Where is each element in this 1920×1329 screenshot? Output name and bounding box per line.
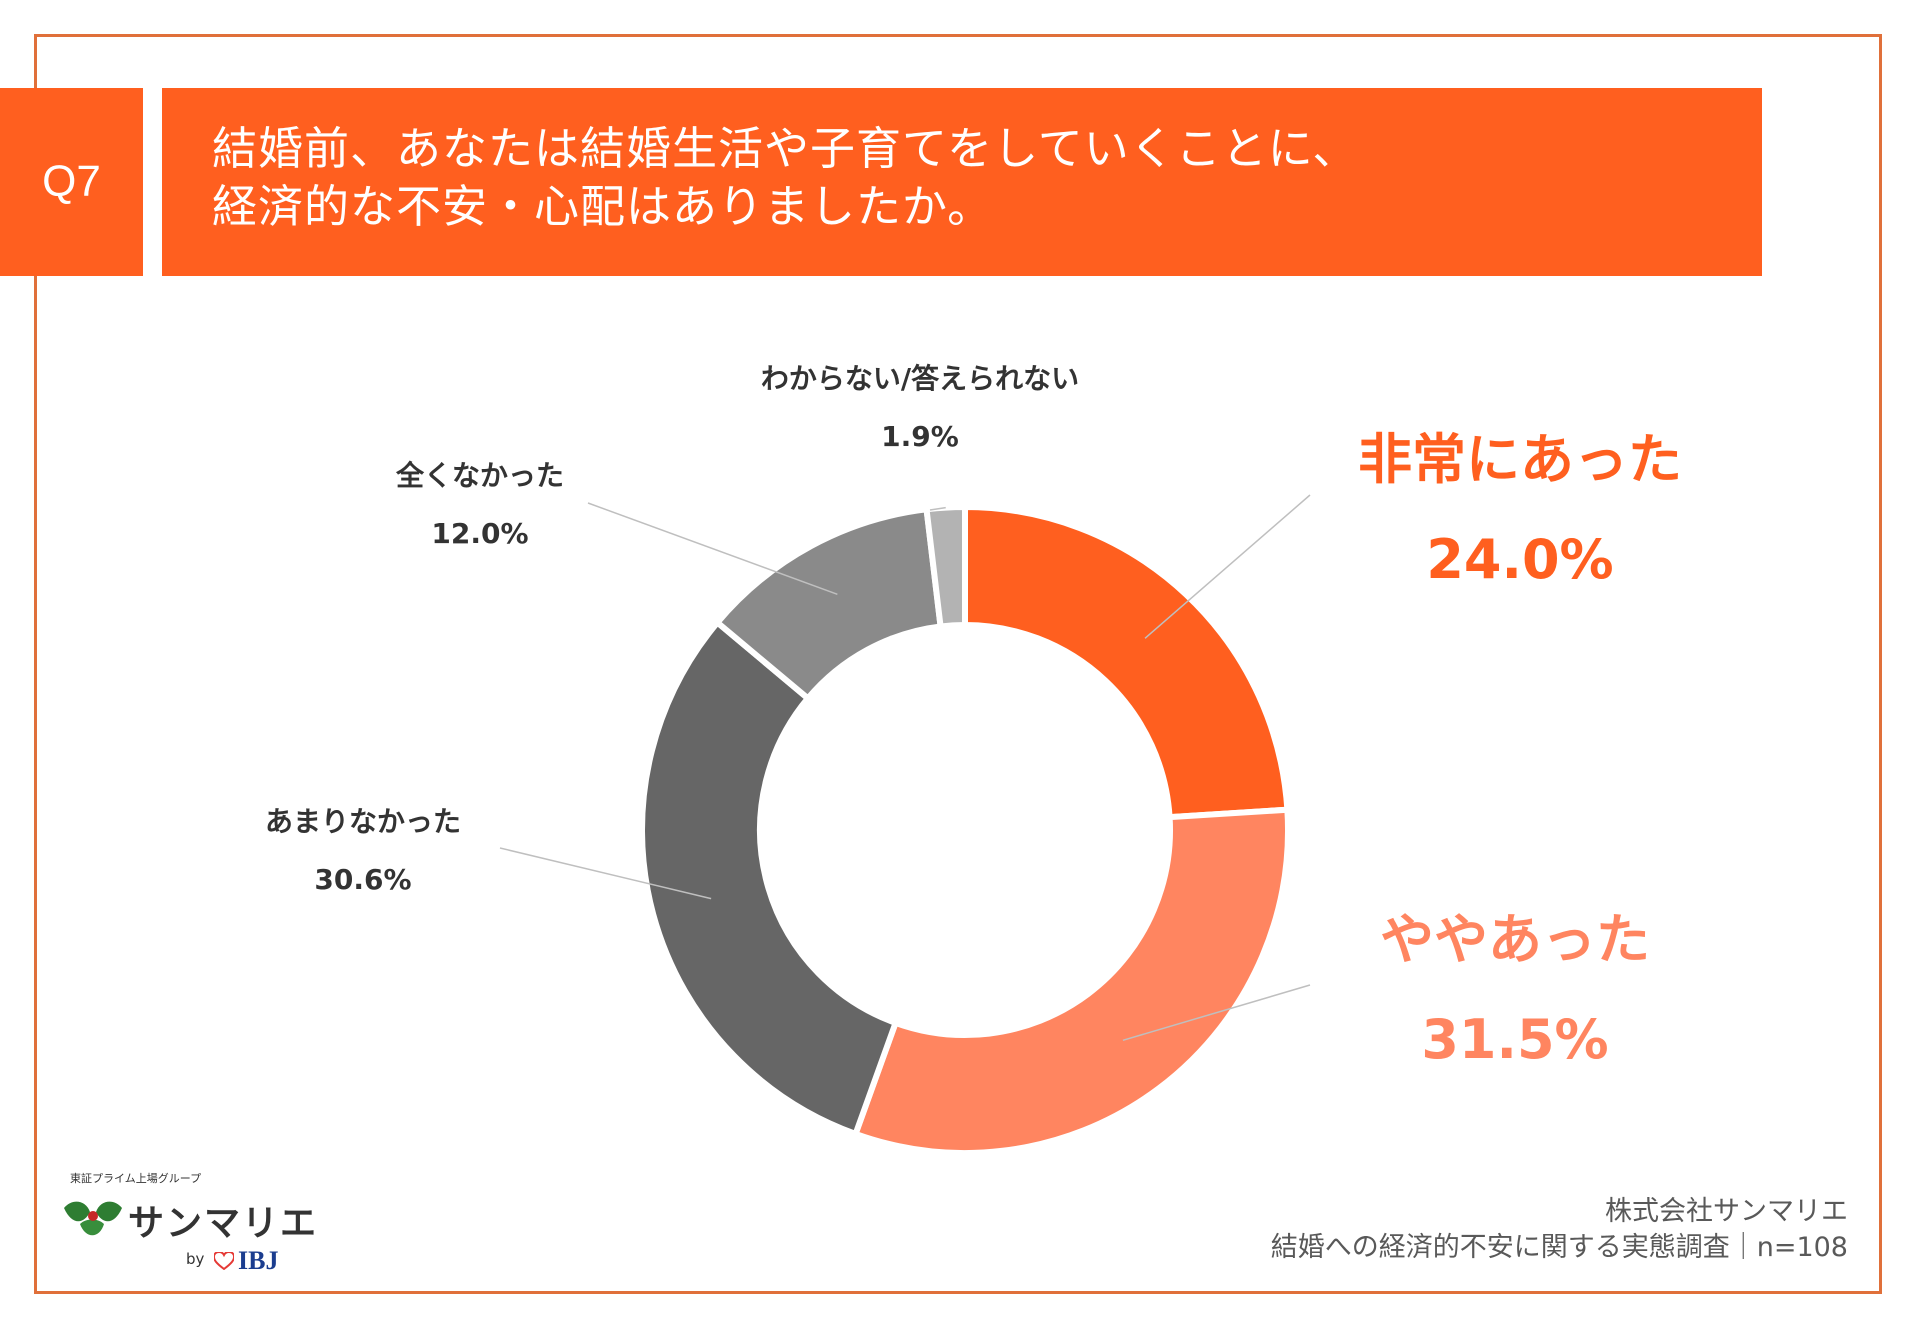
slide-frame — [34, 34, 1882, 1294]
logo-partner: IBJ — [238, 1246, 279, 1275]
credit-company: 株式会社サンマリエ — [1605, 1196, 1848, 1227]
label-not-at-all-category: 全くなかった — [395, 459, 564, 492]
source-credit: 株式会社サンマリエ 結婚への経済的不安に関する実態調査｜n=108 — [1271, 1194, 1848, 1266]
slice-somewhat — [851, 806, 1291, 1156]
label-somewhat-category: ややあった — [1380, 908, 1650, 971]
holly-leaf-icon — [64, 1201, 122, 1236]
slice-not-much — [639, 618, 900, 1138]
leader-line-not-much — [499, 847, 712, 900]
label-very-much-category: 非常にあった — [1358, 428, 1682, 491]
label-somewhat-value: 31.5% — [1421, 1008, 1609, 1071]
sunmarie-logo: 東証プライム上場グループ サンマリエ by IBJ — [58, 1170, 316, 1280]
label-somewhat: ややあった 31.5% — [1330, 890, 1700, 1090]
label-unknown-category: わからない/答えられない — [760, 362, 1080, 395]
label-very-much-value: 24.0% — [1426, 528, 1614, 591]
leader-line-very-much — [1144, 494, 1311, 639]
leader-line-somewhat — [1122, 984, 1311, 1042]
logo-tagline: 東証プライム上場グループ — [70, 1172, 202, 1185]
label-not-much-category: あまりなかった — [264, 805, 461, 838]
slice-very-much — [962, 503, 1291, 821]
credit-survey: 結婚への経済的不安に関する実態調査｜n=108 — [1270, 1232, 1848, 1263]
label-not-at-all: 全くなかった 12.0% — [340, 447, 620, 563]
leader-line-unknown — [929, 506, 946, 511]
label-unknown: わからない/答えられない 1.9% — [720, 350, 1120, 466]
logo-by: by — [186, 1250, 205, 1268]
label-unknown-value: 1.9% — [881, 420, 959, 453]
question-number-badge: Q7 — [0, 88, 143, 276]
logo-name: サンマリエ — [128, 1203, 319, 1244]
leader-line-not-at-all — [587, 502, 838, 596]
heart-icon — [214, 1252, 234, 1270]
question-banner: 結婚前、あなたは結婚生活や子育てをしていくことに、 経済的な不安・心配はありまし… — [162, 88, 1762, 276]
label-not-much: あまりなかった 30.6% — [228, 793, 498, 909]
question-line-1: 結婚前、あなたは結婚生活や子育てをしていくことに、 — [212, 122, 1359, 175]
label-not-at-all-value: 12.0% — [431, 517, 529, 550]
label-not-much-value: 30.6% — [314, 863, 412, 896]
label-very-much: 非常にあった 24.0% — [1330, 410, 1710, 610]
question-line-2: 経済的な不安・心配はありましたか。 — [212, 180, 994, 233]
